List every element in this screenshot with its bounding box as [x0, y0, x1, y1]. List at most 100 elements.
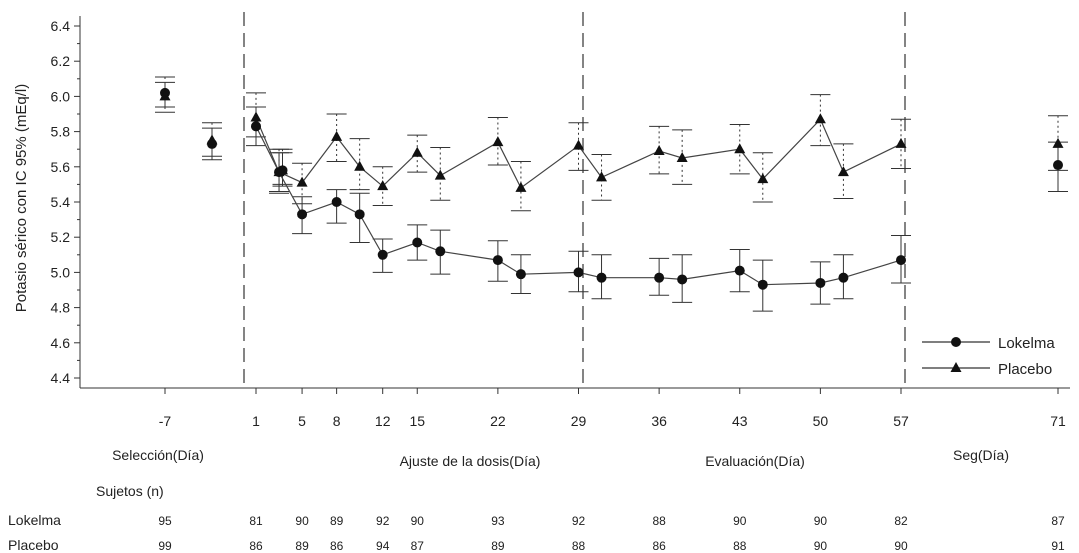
error-bars [155, 76, 1068, 312]
subject-count: 90 [733, 514, 747, 528]
data-point-lokelma [596, 272, 607, 283]
subject-count: 90 [295, 514, 309, 528]
phase-label-evaluation: Evaluación(Día) [705, 453, 805, 469]
subject-count: 99 [158, 539, 172, 553]
data-point-lokelma [377, 249, 388, 260]
phase-label-titration: Ajuste de la dosis(Día) [400, 453, 541, 469]
x-tick-label: 12 [375, 413, 391, 429]
x-tick-label: 5 [298, 413, 306, 429]
legend-box [910, 328, 1072, 380]
subject-count: 87 [411, 539, 425, 553]
subject-count: 89 [295, 539, 309, 553]
data-point-placebo [1052, 137, 1064, 148]
count-row-label-placebo: Placebo [8, 537, 59, 553]
y-tick-label: 4.4 [51, 370, 71, 386]
subject-count: 82 [894, 514, 908, 528]
subject-count: 90 [814, 514, 828, 528]
y-tick-label: 5.8 [51, 124, 71, 140]
x-tick-label: -7 [159, 413, 172, 429]
data-point-placebo [573, 139, 584, 150]
subject-count: 87 [1051, 514, 1065, 528]
x-tick-label: 8 [333, 413, 341, 429]
data-point-placebo [377, 180, 389, 191]
y-tick-label: 5.2 [51, 229, 71, 245]
legend-marker-placebo [950, 362, 962, 372]
subject-count: 89 [330, 514, 344, 528]
data-point-placebo [296, 176, 308, 187]
data-point-lokelma [354, 209, 365, 220]
x-tick-label: 36 [651, 413, 667, 429]
subject-counts: 95 81 90 89 92 90 93 92 88 90 90 82 87 99 86 89 86 94 87 89… [158, 514, 1065, 553]
subject-count: 86 [249, 539, 263, 553]
subject-count: 89 [491, 539, 505, 553]
data-point-placebo [734, 143, 746, 154]
y-tick-label: 4.8 [51, 300, 71, 316]
legend: Lokelma Placebo [910, 328, 1072, 380]
subject-count: 88 [652, 514, 666, 528]
data-point-placebo [596, 171, 608, 182]
y-tick-label: 5.4 [51, 194, 71, 210]
data-point-placebo [354, 160, 366, 171]
data-point-placebo [814, 113, 826, 124]
y-tick-label: 6.0 [51, 88, 71, 104]
x-tick-label: 43 [732, 413, 748, 429]
data-point-placebo [206, 134, 218, 145]
data-point-lokelma [654, 272, 665, 283]
data-point-lokelma [515, 269, 526, 280]
subject-count: 93 [491, 514, 505, 528]
y-tick-label: 5.0 [51, 264, 71, 280]
subject-count: 90 [411, 514, 425, 528]
data-point-placebo [757, 173, 769, 184]
subject-count: 90 [894, 539, 908, 553]
data-point-lokelma [815, 277, 826, 288]
data-point-lokelma [331, 197, 342, 207]
data-point-placebo [837, 166, 849, 177]
data-point-lokelma [838, 272, 849, 283]
x-tick-label: 50 [813, 413, 829, 429]
subject-count: 88 [572, 539, 586, 553]
x-tick-label: 29 [571, 413, 587, 429]
subject-count: 91 [1051, 539, 1065, 553]
data-point-lokelma [251, 121, 261, 132]
x-tick-label: 1 [252, 413, 260, 429]
data-point-placebo [653, 144, 665, 155]
data-point-placebo [273, 166, 285, 177]
data-point-placebo [159, 90, 171, 101]
data-point-lokelma [1053, 160, 1063, 171]
y-ticks: 4.4 4.6 4.8 5.0 5.2 5.4 5.6 5.8 6.0 6.2 6.4 [51, 18, 80, 386]
data-point-placebo [676, 152, 688, 162]
y-tick-label: 5.6 [51, 159, 71, 175]
y-tick-label: 6.4 [51, 18, 71, 34]
legend-label-lokelma: Lokelma [998, 335, 1055, 352]
data-point-placebo [331, 130, 343, 141]
x-tick-label: 57 [893, 413, 909, 429]
data-point-lokelma [412, 237, 423, 248]
y-axis-label: Potasio sérico con IC 95% (mEq/l) [13, 84, 30, 312]
subject-count: 94 [376, 539, 390, 553]
subject-count: 86 [330, 539, 344, 553]
data-point-lokelma [435, 246, 446, 257]
count-row-label-lokelma: Lokelma [8, 512, 61, 528]
data-point-placebo [895, 137, 907, 148]
data-point-placebo [411, 146, 423, 157]
data-point-placebo [434, 169, 446, 180]
x-tick-label: 71 [1050, 413, 1066, 429]
subject-count: 86 [652, 539, 666, 553]
data-point-lokelma [297, 209, 308, 220]
y-tick-label: 4.6 [51, 335, 71, 351]
subject-count: 90 [814, 539, 828, 553]
data-point-placebo [250, 111, 262, 122]
legend-label-placebo: Placebo [998, 361, 1052, 378]
data-point-lokelma [573, 267, 584, 278]
subject-count: 95 [158, 514, 172, 528]
data-point-lokelma [734, 265, 745, 276]
data-point-lokelma [492, 255, 503, 266]
subject-count: 88 [733, 539, 747, 553]
data-point-placebo [515, 181, 527, 192]
x-tick-label: 22 [490, 413, 506, 429]
phase-label-followup: Seg(Día) [953, 447, 1009, 463]
data-point-placebo [492, 136, 504, 147]
data-point-lokelma [896, 255, 906, 266]
subject-count: 81 [249, 514, 263, 528]
